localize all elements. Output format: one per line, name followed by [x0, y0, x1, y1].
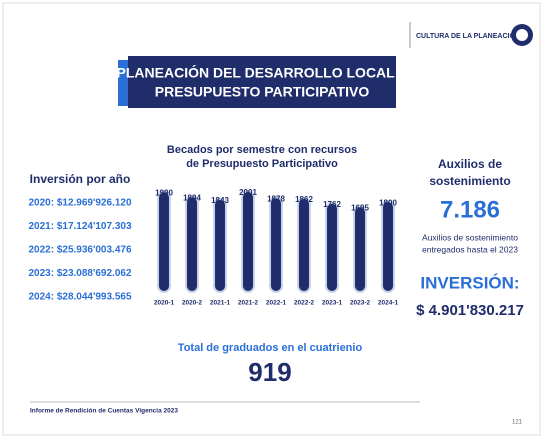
x-tick-label: 2023-1	[322, 300, 343, 307]
logo-inner	[516, 29, 528, 41]
bar	[297, 197, 311, 293]
data-label: 1990	[155, 189, 173, 198]
page-number: 121	[512, 420, 523, 426]
investment-item: 2024: $28.044'993.565	[28, 292, 131, 303]
bar	[325, 202, 339, 294]
title: PLANEACIÓN DEL DESARROLLO LOCAL Y	[117, 64, 409, 81]
section-label: CULTURA DE LA PLANEACIÓN	[416, 31, 520, 40]
bar	[353, 205, 367, 293]
data-label: 1862	[295, 195, 313, 204]
x-tick-label: 2023-2	[350, 300, 371, 307]
bar	[269, 196, 283, 294]
bar	[213, 197, 227, 293]
data-label: 1762	[323, 200, 341, 209]
support-note: Auxilios de sostenimiento	[422, 232, 518, 242]
support-title: Auxilios de	[438, 157, 502, 171]
title-box	[128, 56, 396, 108]
investment-item: 2020: $12.969'926.120	[28, 198, 131, 209]
support-investment-value: $ 4.901'830.217	[416, 302, 524, 319]
chart-title: Becados por semestre con recursos	[167, 144, 357, 156]
data-label: 1800	[379, 198, 397, 207]
bar	[185, 195, 199, 294]
x-tick-label: 2020-1	[154, 300, 175, 307]
investment-item: 2021: $17.124'107.303	[28, 221, 131, 232]
x-tick-label: 2022-1	[266, 300, 287, 307]
data-label: 1878	[267, 194, 285, 203]
graduates-value: 919	[248, 357, 291, 387]
investment-item: 2023: $23.088'692.062	[28, 268, 131, 279]
x-tick-label: 2021-1	[210, 300, 231, 307]
data-label: 1894	[183, 194, 201, 203]
investment-item: 2022: $25.936'003.476	[28, 245, 131, 256]
chart-title: de Presupuesto Participativo	[186, 158, 338, 170]
graduates-label: Total de graduados en el cuatrienio	[178, 342, 363, 354]
support-title: sostenimiento	[429, 174, 510, 188]
bar	[241, 189, 255, 293]
bar	[381, 200, 395, 293]
x-tick-label: 2024-1	[378, 300, 399, 307]
investment-title: Inversión por año	[30, 172, 131, 186]
support-investment-label: INVERSIÓN:	[420, 273, 519, 292]
title: PRESUPUESTO PARTICIPATIVO	[155, 84, 370, 100]
bar	[157, 190, 171, 293]
x-tick-label: 2022-2	[294, 300, 315, 307]
support-count: 7.186	[440, 196, 500, 223]
x-tick-label: 2021-2	[238, 300, 259, 307]
x-tick-label: 2020-2	[182, 300, 203, 307]
support-note: entregados hasta el 2023	[422, 244, 518, 254]
data-label: 1695	[351, 204, 369, 213]
data-label: 1843	[211, 196, 229, 205]
data-label: 2001	[239, 188, 257, 197]
footer-report: Informe de Rendición de Cuentas Vigencia…	[30, 408, 178, 415]
